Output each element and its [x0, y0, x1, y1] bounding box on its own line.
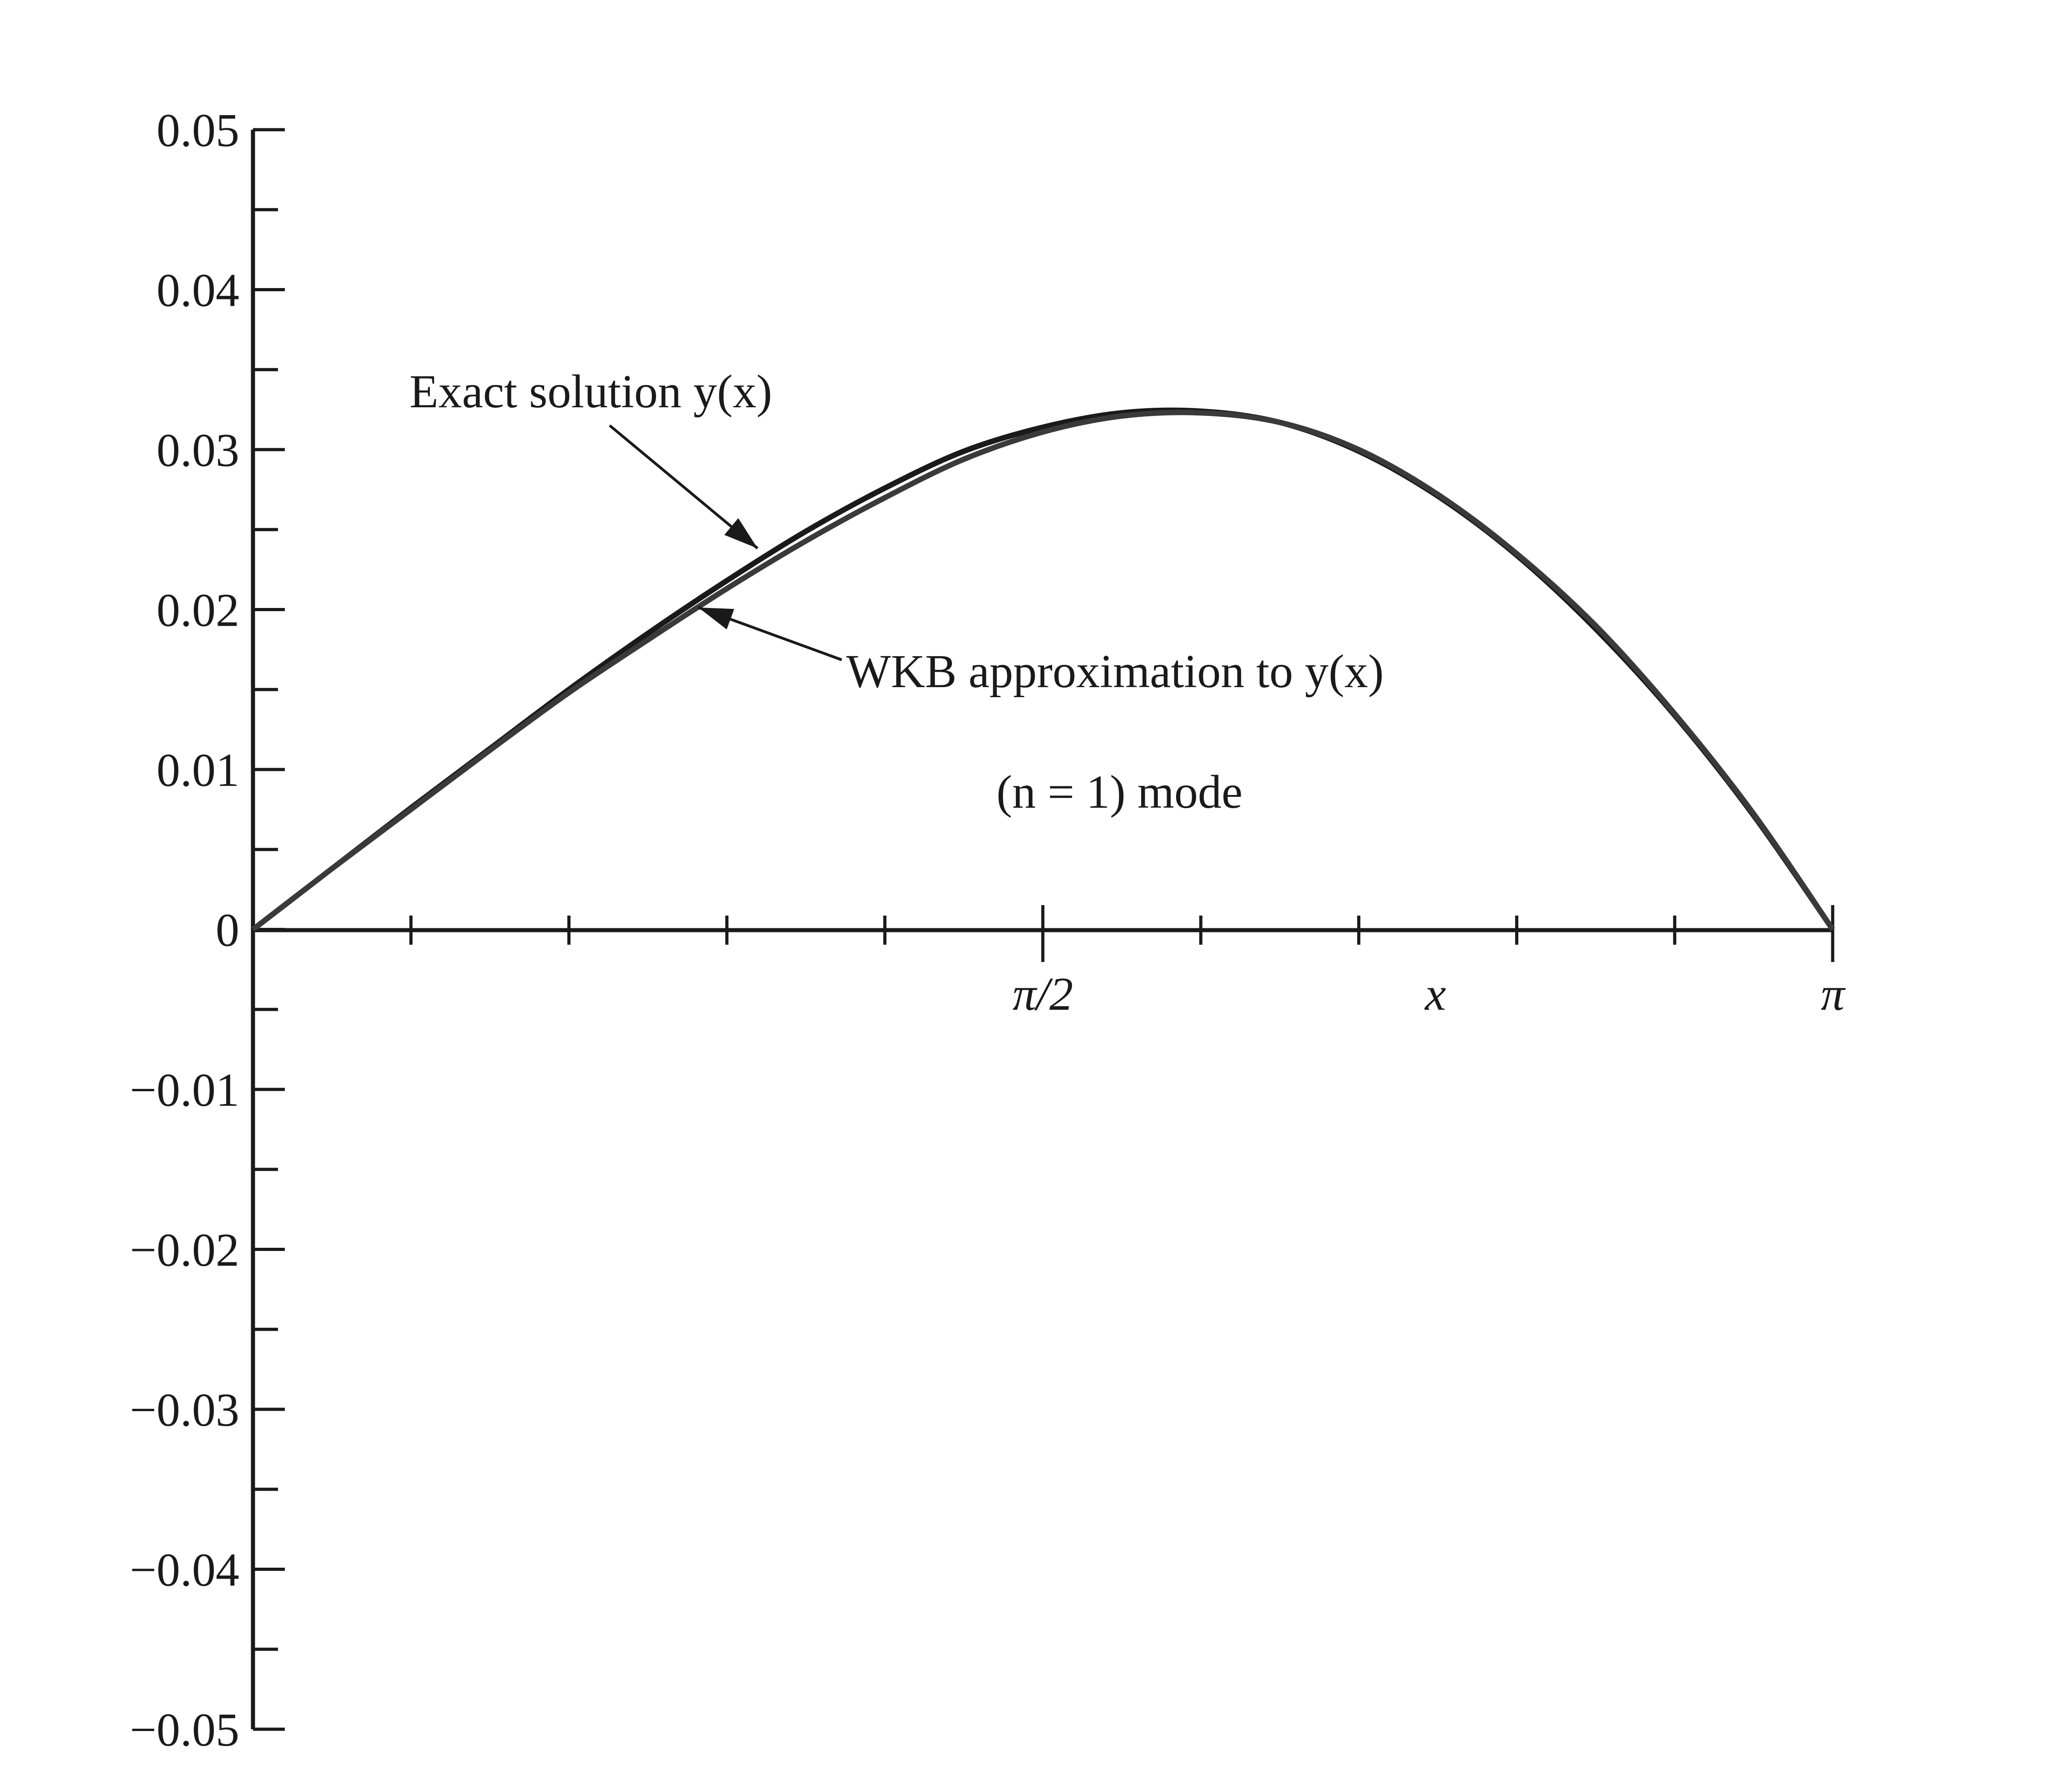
y-tick-label: 0.05: [157, 104, 239, 157]
y-axis: 0.05 0.04 0.03 0.02 0.01 0 −0.01 −0.02 −0.03 −0.0…: [130, 104, 285, 1756]
annotations: Exact solution y(x) WKB approximation to…: [409, 365, 1384, 818]
y-tick-label: 0.02: [157, 584, 239, 637]
x-axis: π/2 π x: [253, 905, 1846, 1020]
exact-solution-label: Exact solution y(x): [409, 365, 772, 418]
y-tick-label: 0.01: [157, 744, 239, 796]
y-tick-label: −0.04: [130, 1544, 239, 1596]
plot-area: [251, 407, 1835, 932]
x-tick-label: π/2: [1013, 968, 1073, 1020]
y-tick-label: 0: [216, 904, 239, 957]
y-tick-label: −0.02: [130, 1224, 239, 1276]
mode-label: (n = 1) mode: [996, 766, 1243, 818]
y-tick-label: 0.04: [157, 264, 239, 317]
wkb-approximation-label: WKB approximation to y(x): [846, 645, 1384, 698]
y-tick-label: −0.05: [130, 1704, 239, 1756]
x-axis-label: x: [1424, 968, 1446, 1020]
x-tick-label: π: [1821, 968, 1846, 1020]
y-tick-label: −0.01: [130, 1064, 239, 1116]
exact-arrow-head: [724, 518, 758, 548]
y-tick-label: 0.03: [157, 424, 239, 476]
wkb-arrow-head: [698, 608, 734, 630]
series-wkb-line: [251, 410, 1835, 932]
y-tick-label: −0.03: [130, 1384, 239, 1436]
